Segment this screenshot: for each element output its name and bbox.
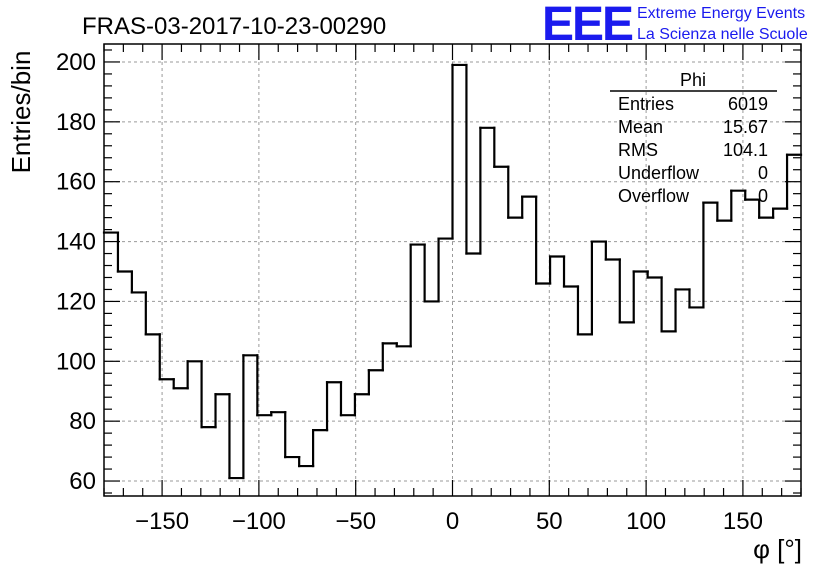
- axis-ticks: [103, 44, 802, 496]
- x-tick-label: 50: [536, 508, 563, 535]
- histogram-bin: [367, 369, 384, 396]
- histogram-bin: [702, 201, 719, 309]
- histogram-bin: [785, 153, 803, 210]
- tick-labels: −150 −100 −50 0 50 100 150 60 80 100 120 140 160 180 2…: [56, 49, 763, 535]
- histogram-bin: [353, 393, 370, 417]
- x-tick-label: 0: [446, 508, 459, 535]
- brand-line-2: La Scienza nelle Scuole: [637, 26, 808, 43]
- histogram-bin: [298, 455, 315, 468]
- stats-value-underflow: 0: [758, 163, 768, 183]
- y-tick-label: 80: [69, 408, 96, 435]
- x-tick-label: 150: [723, 508, 763, 535]
- histogram-bin: [618, 258, 635, 324]
- histogram-bin: [576, 285, 594, 336]
- histogram-bin: [660, 276, 677, 333]
- histogram-bin: [144, 291, 161, 336]
- y-tick-label: 180: [56, 109, 96, 136]
- brand-line-1: Extreme Energy Events: [637, 5, 805, 22]
- histogram-bin: [284, 411, 301, 459]
- histogram-bin: [437, 237, 454, 303]
- stats-label-underflow: Underflow: [618, 163, 700, 183]
- histogram-bin: [228, 393, 245, 480]
- histogram-bin: [409, 243, 426, 348]
- histogram-bin: [758, 198, 775, 219]
- y-tick-label: 100: [56, 348, 96, 375]
- histogram-bin: [688, 288, 705, 309]
- histogram-bin: [730, 189, 747, 222]
- stats-value-rms: 104.1: [723, 140, 768, 160]
- histogram-bins: [102, 63, 803, 480]
- y-tick-label: 60: [69, 468, 96, 495]
- stats-label-entries: Entries: [618, 94, 674, 114]
- chart-title: FRAS-03-2017-10-23-00290: [82, 13, 386, 40]
- stats-label-mean: Mean: [618, 117, 663, 137]
- histogram-bin: [632, 270, 649, 324]
- y-tick-label: 120: [56, 288, 96, 315]
- histogram-bin: [590, 240, 607, 336]
- grid: [104, 44, 801, 496]
- histogram-bin: [381, 342, 398, 372]
- histogram-bin: [744, 189, 761, 201]
- histogram-bin: [270, 411, 287, 417]
- histogram-bin: [548, 255, 566, 285]
- histogram-bin: [130, 270, 147, 294]
- histogram-bin: [158, 333, 175, 381]
- histogram-bin: [256, 354, 273, 417]
- histogram-bin: [172, 378, 189, 390]
- histogram-bin: [242, 354, 259, 480]
- x-tick-label: 100: [626, 508, 666, 535]
- y-tick-label: 140: [56, 229, 96, 256]
- histogram-bin: [116, 231, 133, 273]
- histogram-bin: [604, 240, 621, 261]
- histogram-bin: [200, 360, 217, 429]
- x-tick-label: −100: [232, 508, 286, 535]
- histogram-bin: [772, 207, 789, 219]
- stats-box: Phi Entries 6019 Mean 15.67 RMS 104.1 Un…: [610, 70, 777, 206]
- histogram-bin: [465, 63, 482, 255]
- histogram-bin: [451, 63, 468, 240]
- stats-label-overflow: Overflow: [618, 186, 690, 206]
- histogram-bin: [395, 342, 412, 348]
- plot-frame: [103, 43, 802, 497]
- stats-value-entries: 6019: [728, 94, 768, 114]
- stats-label-rms: RMS: [618, 140, 658, 160]
- histogram-bin: [716, 201, 733, 222]
- y-axis-label: Entries/bin: [6, 51, 36, 174]
- histogram-bin: [479, 126, 496, 255]
- stats-value-overflow: 0: [758, 186, 768, 206]
- histogram-bin: [186, 360, 203, 390]
- histogram-bin: [507, 165, 524, 219]
- histogram-bin: [312, 429, 329, 468]
- y-tick-label: 200: [56, 49, 96, 76]
- histogram-bin: [214, 393, 231, 429]
- stats-title: Phi: [680, 70, 706, 90]
- histogram-bin: [646, 270, 663, 279]
- eee-logo: EEE: [542, 0, 633, 51]
- histogram-bin: [535, 195, 552, 285]
- y-tick-label: 160: [56, 169, 96, 196]
- x-tick-label: −50: [335, 508, 376, 535]
- stats-value-mean: 15.67: [723, 117, 768, 137]
- x-axis-label: φ [°]: [753, 534, 802, 564]
- x-tick-label: −150: [135, 508, 189, 535]
- histogram-bin: [339, 381, 357, 417]
- histogram-bin: [493, 126, 510, 168]
- histogram-bin: [423, 243, 440, 303]
- histogram-bin: [325, 381, 343, 432]
- histogram-bin: [562, 255, 580, 288]
- histogram-bin: [674, 288, 691, 333]
- histogram-bin: [521, 195, 538, 219]
